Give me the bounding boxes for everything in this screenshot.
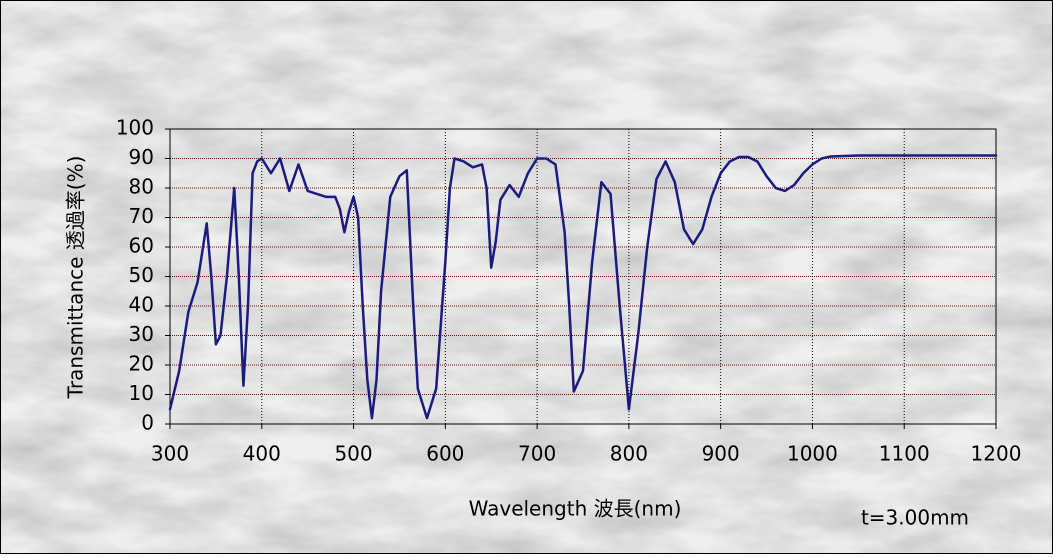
y-axis-label: Transmittance 透過率(%)	[64, 156, 88, 400]
y-tick-label: 50	[129, 263, 154, 287]
x-tick-label: 300	[151, 442, 189, 466]
x-axis-label: Wavelength 波長(nm)	[469, 497, 682, 521]
y-tick-label: 20	[129, 352, 154, 376]
data-line	[168, 154, 998, 420]
x-tick-label: 1200	[971, 442, 1022, 466]
y-tick-label: 0	[141, 411, 154, 435]
x-tick-label: 600	[426, 442, 464, 466]
y-tick-label: 70	[129, 204, 154, 228]
x-tick-label: 400	[243, 442, 281, 466]
x-tick-label: 1000	[787, 442, 838, 466]
x-tick-label: 700	[518, 442, 556, 466]
y-tick-label: 10	[129, 381, 154, 405]
x-tick-label: 800	[610, 442, 648, 466]
y-tick-label: 90	[129, 145, 154, 169]
y-tick-label: 60	[129, 234, 154, 258]
y-tick-label: 30	[129, 322, 154, 346]
annotation: t=3.00mm	[861, 506, 969, 530]
x-tick-label: 500	[334, 442, 372, 466]
y-tick-label: 40	[129, 293, 154, 317]
plot-area	[169, 128, 997, 425]
x-tick-label: 900	[702, 442, 740, 466]
y-tick-label: 80	[129, 175, 154, 199]
y-tick-label: 100	[116, 116, 154, 140]
x-tick-label: 1100	[879, 442, 930, 466]
